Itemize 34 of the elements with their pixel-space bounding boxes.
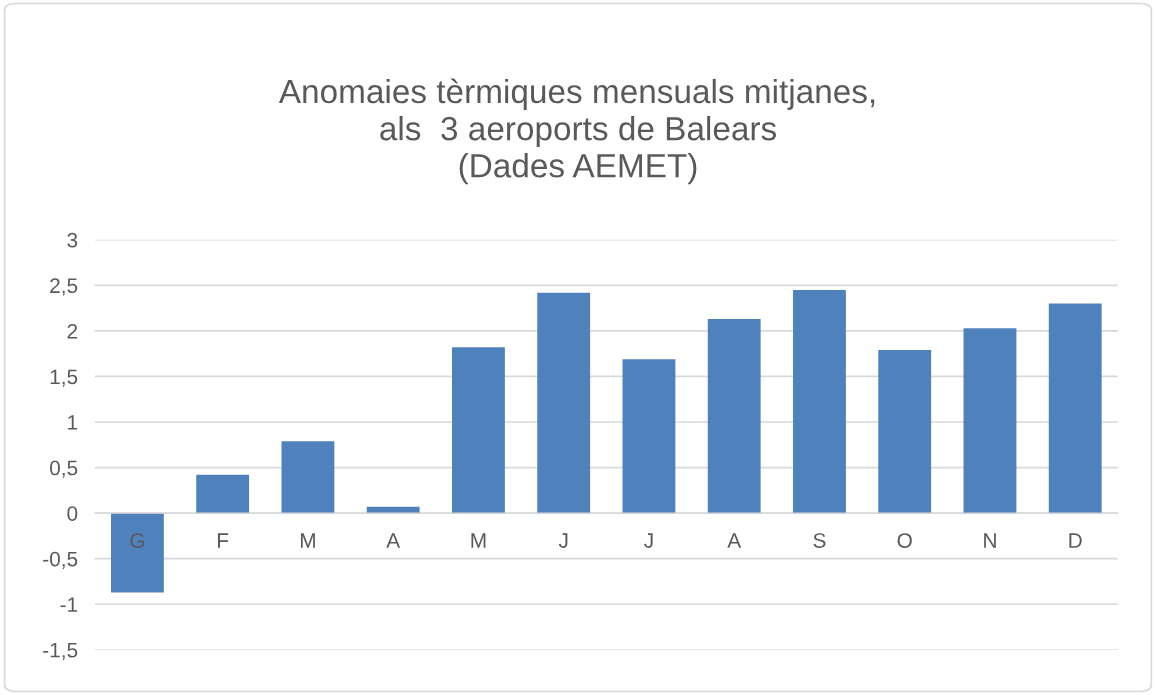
y-tick-label: 1 <box>68 415 78 430</box>
bar <box>793 289 846 514</box>
x-tick-label: A <box>727 533 742 548</box>
y-tick-label: 2 <box>67 323 78 339</box>
x-tick-label: A <box>386 533 401 548</box>
bar <box>281 441 335 514</box>
x-tick-label: F <box>218 533 229 548</box>
bar <box>196 474 250 514</box>
y-tick-label: 1,5 <box>50 369 78 387</box>
chart-title: Anomaies tèrmiques mensuals mitjanes, als 3 aeroports de Balears (Dades AEMET) <box>278 78 875 185</box>
x-tick-label: G <box>130 533 144 548</box>
x-tick-label: S <box>813 533 826 548</box>
y-tick-label: 0,5 <box>49 460 78 478</box>
x-tick-label: O <box>897 533 912 548</box>
y-tick-label: 0 <box>67 506 78 521</box>
y-tick-label: -1,5 <box>43 643 78 661</box>
bar <box>1048 303 1102 514</box>
bar <box>963 328 1017 514</box>
bar <box>707 319 761 514</box>
y-tick-label: 2,5 <box>50 278 78 296</box>
x-tick-label: J <box>644 533 653 548</box>
y-tick-label: -0,5 <box>43 551 78 569</box>
bar <box>622 359 676 514</box>
y-tick-label: -1 <box>60 597 78 612</box>
y-tick-label: 3 <box>67 232 78 248</box>
bar <box>452 347 505 514</box>
x-tick-label: D <box>1069 533 1082 548</box>
bar <box>537 292 591 514</box>
bar <box>110 513 164 593</box>
x-tick-label: M <box>300 533 315 548</box>
x-tick-label: N <box>984 533 996 548</box>
x-tick-label: J <box>558 533 568 548</box>
x-tick-label: M <box>471 533 486 548</box>
bar <box>878 350 932 514</box>
